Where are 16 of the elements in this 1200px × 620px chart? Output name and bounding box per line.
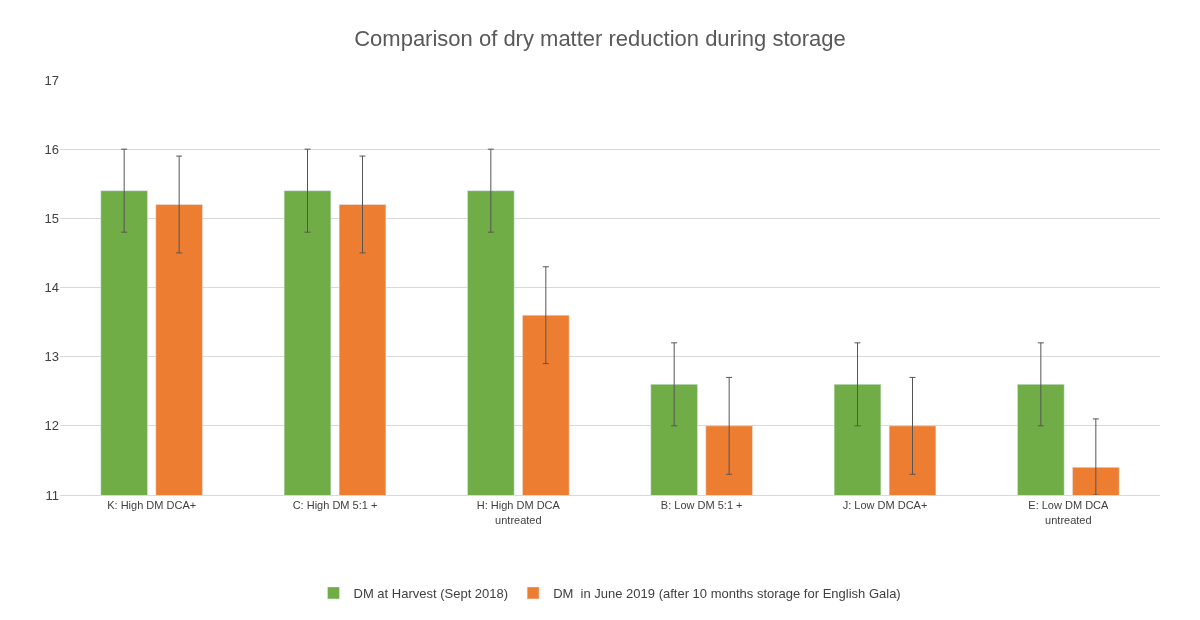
legend-label: DM in June 2019 (after 10 months storage for English Gala) (553, 586, 901, 602)
x-tick-label: K: High DM DCA+ (107, 499, 197, 512)
y-tick-label: 17 (44, 72, 59, 88)
y-tick-label: 12 (44, 418, 59, 434)
y-tick-label: 14 (44, 280, 59, 296)
x-tick-label: B: Low DM 5:1 + (660, 499, 743, 512)
x-tick-label: E: Low DM DCA untreated (1028, 499, 1110, 526)
legend-label: DM at Harvest (Sept 2018) (353, 586, 509, 602)
x-tick-label: C: High DM 5:1 + (292, 499, 378, 512)
x-tick-label: H: High DM DCA untreated (476, 499, 561, 526)
x-tick-label: J: Low DM DCA+ (842, 499, 928, 512)
y-tick-label: 13 (44, 349, 59, 365)
y-tick-label: 11 (45, 487, 59, 503)
y-tick-label: 16 (44, 141, 59, 157)
chart-title: Comparison of dry matter reduction during storage (354, 26, 846, 52)
y-tick-label: 15 (44, 210, 59, 226)
